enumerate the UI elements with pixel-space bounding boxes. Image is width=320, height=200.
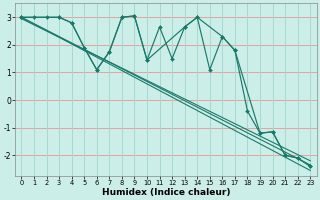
X-axis label: Humidex (Indice chaleur): Humidex (Indice chaleur) <box>101 188 230 197</box>
